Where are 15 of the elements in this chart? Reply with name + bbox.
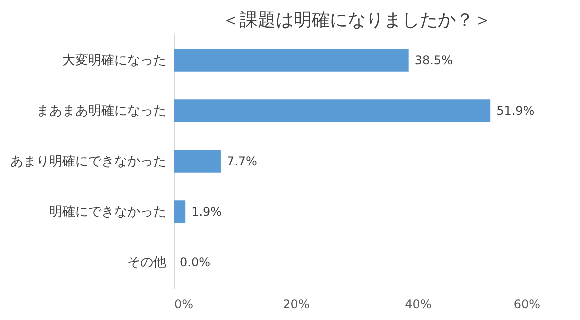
x-tick-label: 40%	[405, 298, 432, 312]
data-label: 7.7%	[226, 154, 258, 168]
y-tick-label: あまり明確にできなかった	[10, 154, 166, 170]
x-tick-label: 0%	[174, 298, 194, 312]
data-label: 38.5%	[414, 54, 453, 68]
y-tick-label: その他	[128, 255, 166, 270]
data-label: 1.9%	[192, 204, 222, 219]
x-tick-label: 20%	[283, 298, 310, 312]
x-tick-label: 60%	[514, 298, 540, 312]
data-label: 51.9%	[496, 104, 535, 118]
y-tick-label: まあまあ明確になった	[36, 104, 166, 120]
y-tick-label: 大変明確になった	[62, 52, 166, 69]
chart-title: ＜課題は明確になりましたか？＞	[222, 10, 492, 31]
y-tick-label: 明確にできなかった	[50, 204, 166, 220]
data-label: 0.0%	[180, 255, 210, 270]
